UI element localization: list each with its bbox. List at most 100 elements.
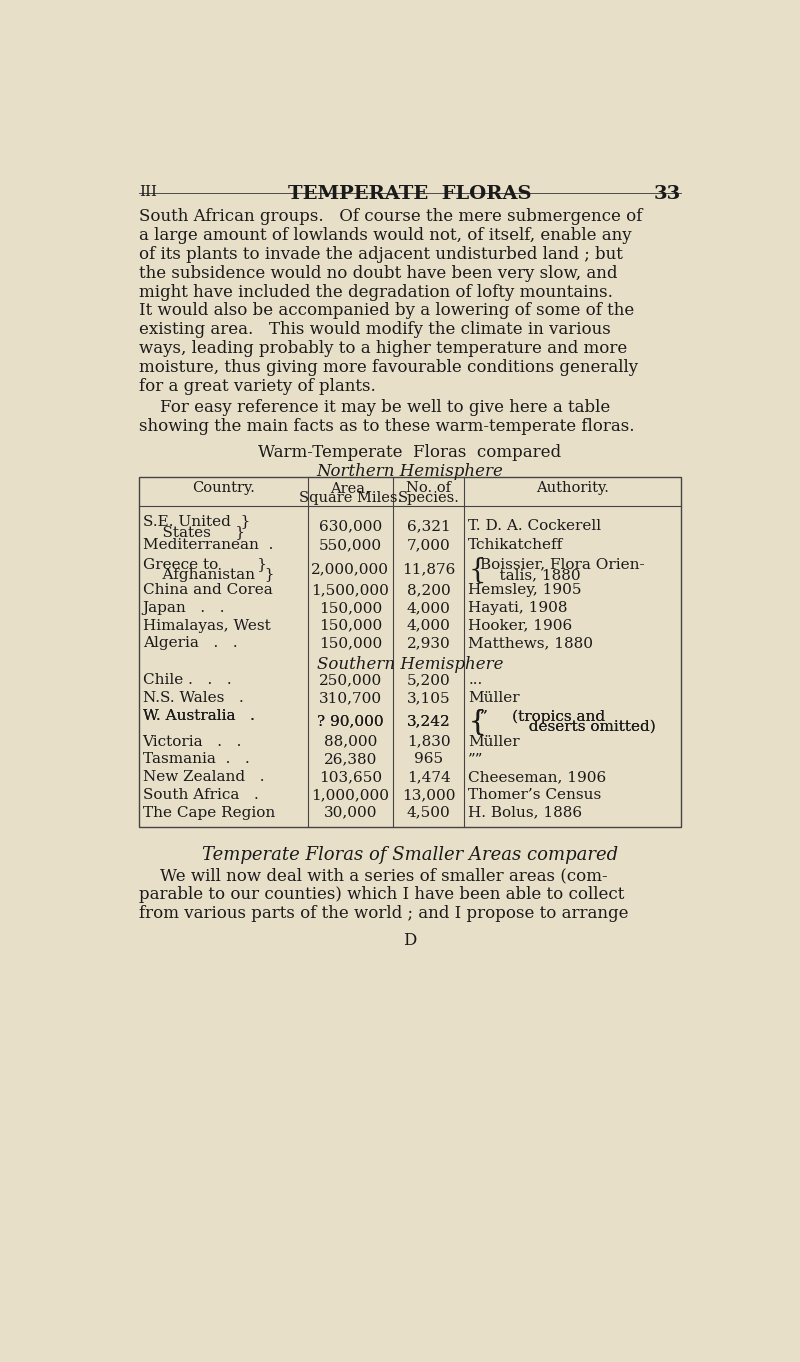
Text: Müller: Müller <box>468 691 520 706</box>
Text: Temperate Floras of Smaller Areas compared: Temperate Floras of Smaller Areas compar… <box>202 846 618 864</box>
Text: Species.: Species. <box>398 492 459 505</box>
Text: No. of: No. of <box>406 481 451 496</box>
Text: Warm-Temperate  Floras  compared: Warm-Temperate Floras compared <box>258 444 562 462</box>
Text: for a great variety of plants.: for a great variety of plants. <box>138 377 375 395</box>
Text: 5,200: 5,200 <box>406 673 450 688</box>
Text: W. Australia   .: W. Australia . <box>142 708 254 723</box>
Text: ? 90,000: ? 90,000 <box>317 714 384 729</box>
Text: Hemsley, 1905: Hemsley, 1905 <box>468 583 582 597</box>
Text: For easy reference it may be well to give here a table: For easy reference it may be well to giv… <box>138 399 610 415</box>
Text: 7,000: 7,000 <box>406 538 450 553</box>
Text: 4,000: 4,000 <box>406 601 450 614</box>
Text: deserts omitted): deserts omitted) <box>480 720 655 734</box>
Text: ...: ... <box>468 673 482 688</box>
Text: W. Australia   .: W. Australia . <box>142 708 254 723</box>
Text: Algeria   .   .: Algeria . . <box>142 636 238 650</box>
Bar <box>138 477 682 827</box>
Text: Müller: Müller <box>468 734 520 749</box>
Text: Tchikatcheff: Tchikatcheff <box>468 538 563 553</box>
Text: Afghanistan  }: Afghanistan } <box>142 568 274 583</box>
Text: China and Corea: China and Corea <box>142 583 272 597</box>
Text: 26,380: 26,380 <box>324 752 377 767</box>
Text: States     }: States } <box>142 526 245 539</box>
Text: Chile .   .   .: Chile . . . <box>142 673 231 688</box>
Text: showing the main facts as to these warm-temperate floras.: showing the main facts as to these warm-… <box>138 418 634 434</box>
Text: 1,474: 1,474 <box>406 770 450 785</box>
Text: South African groups.   Of course the mere submergence of: South African groups. Of course the mere… <box>138 208 642 225</box>
Text: the subsidence would no doubt have been very slow, and: the subsidence would no doubt have been … <box>138 264 618 282</box>
Text: 310,700: 310,700 <box>318 691 382 706</box>
Text: might have included the degradation of lofty mountains.: might have included the degradation of l… <box>138 283 613 301</box>
Text: H. Bolus, 1886: H. Bolus, 1886 <box>468 805 582 820</box>
Text: parable to our counties) which I have been able to collect: parable to our counties) which I have be… <box>138 887 624 903</box>
Text: ”     (tropics and: ” (tropics and <box>480 710 605 723</box>
Text: Mediterranean  .: Mediterranean . <box>142 538 273 553</box>
Text: III: III <box>138 185 157 199</box>
Text: of its plants to invade the adjacent undisturbed land ; but: of its plants to invade the adjacent und… <box>138 245 622 263</box>
Text: Japan   .   .: Japan . . <box>142 601 225 614</box>
Text: South Africa   .: South Africa . <box>142 787 258 802</box>
Text: Northern Hemisphere: Northern Hemisphere <box>317 463 503 479</box>
Text: 550,000: 550,000 <box>318 538 382 553</box>
Text: 1,500,000: 1,500,000 <box>311 583 390 597</box>
Text: TEMPERATE  FLORAS: TEMPERATE FLORAS <box>288 185 532 203</box>
Text: 630,000: 630,000 <box>318 519 382 533</box>
Text: 11,876: 11,876 <box>402 563 455 576</box>
Text: Authority.: Authority. <box>536 481 609 496</box>
Text: ”     (tropics and: ” (tropics and <box>480 710 605 723</box>
Text: It would also be accompanied by a lowering of some of the: It would also be accompanied by a loweri… <box>138 302 634 320</box>
Text: Hooker, 1906: Hooker, 1906 <box>468 618 572 632</box>
Text: 8,200: 8,200 <box>406 583 450 597</box>
Text: Country.: Country. <box>192 481 254 496</box>
Text: 88,000: 88,000 <box>324 734 377 749</box>
Text: deserts omitted): deserts omitted) <box>480 720 655 734</box>
Text: 103,650: 103,650 <box>318 770 382 785</box>
Text: Southern Hemisphere: Southern Hemisphere <box>317 656 503 673</box>
Text: 6,321: 6,321 <box>406 519 450 533</box>
Text: D: D <box>403 932 417 948</box>
Text: 33: 33 <box>654 185 682 203</box>
Text: moisture, thus giving more favourable conditions generally: moisture, thus giving more favourable co… <box>138 360 638 376</box>
Text: 30,000: 30,000 <box>323 805 377 820</box>
Text: 1,000,000: 1,000,000 <box>311 787 390 802</box>
Text: 3,242: 3,242 <box>406 714 450 729</box>
Text: ? 90,000: ? 90,000 <box>317 714 384 729</box>
Text: 4,500: 4,500 <box>406 805 450 820</box>
Text: {: { <box>468 557 486 584</box>
Text: New Zealand   .: New Zealand . <box>142 770 264 785</box>
Text: Hayati, 1908: Hayati, 1908 <box>468 601 568 614</box>
Text: 1,830: 1,830 <box>406 734 450 749</box>
Text: Himalayas, West: Himalayas, West <box>142 618 270 632</box>
Text: ””: ”” <box>468 752 484 767</box>
Text: 2,930: 2,930 <box>406 636 450 650</box>
Text: S.E. United  }: S.E. United } <box>142 513 250 528</box>
Text: The Cape Region: The Cape Region <box>142 805 275 820</box>
Text: {: { <box>468 708 486 735</box>
Text: 250,000: 250,000 <box>318 673 382 688</box>
Text: 2,000,000: 2,000,000 <box>311 563 390 576</box>
Text: Area,: Area, <box>330 481 370 496</box>
Text: talis, 1880: talis, 1880 <box>480 568 580 583</box>
Text: 4,000: 4,000 <box>406 618 450 632</box>
Text: Thomer’s Census: Thomer’s Census <box>468 787 602 802</box>
Text: 150,000: 150,000 <box>318 601 382 614</box>
Text: ways, leading probably to a higher temperature and more: ways, leading probably to a higher tempe… <box>138 340 627 357</box>
Text: 150,000: 150,000 <box>318 636 382 650</box>
Text: existing area.   This would modify the climate in various: existing area. This would modify the cli… <box>138 321 610 338</box>
Text: N.S. Wales   .: N.S. Wales . <box>142 691 243 706</box>
Text: Greece to        }: Greece to } <box>142 557 266 571</box>
Text: a large amount of lowlands would not, of itself, enable any: a large amount of lowlands would not, of… <box>138 227 631 244</box>
Text: Matthews, 1880: Matthews, 1880 <box>468 636 593 650</box>
Text: Victoria   .   .: Victoria . . <box>142 734 242 749</box>
Text: from various parts of the world ; and I propose to arrange: from various parts of the world ; and I … <box>138 904 628 922</box>
Text: 3,242: 3,242 <box>406 714 450 729</box>
Text: Boissier, Flora Orien-: Boissier, Flora Orien- <box>480 557 644 572</box>
Text: Square Miles.: Square Miles. <box>298 492 402 505</box>
Text: T. D. A. Cockerell: T. D. A. Cockerell <box>468 519 602 533</box>
Text: We will now deal with a series of smaller areas (com-: We will now deal with a series of smalle… <box>138 868 607 884</box>
Text: 3,105: 3,105 <box>406 691 450 706</box>
Text: {: { <box>468 708 486 735</box>
Text: 150,000: 150,000 <box>318 618 382 632</box>
Text: Tasmania  .   .: Tasmania . . <box>142 752 250 767</box>
Text: 965: 965 <box>414 752 443 767</box>
